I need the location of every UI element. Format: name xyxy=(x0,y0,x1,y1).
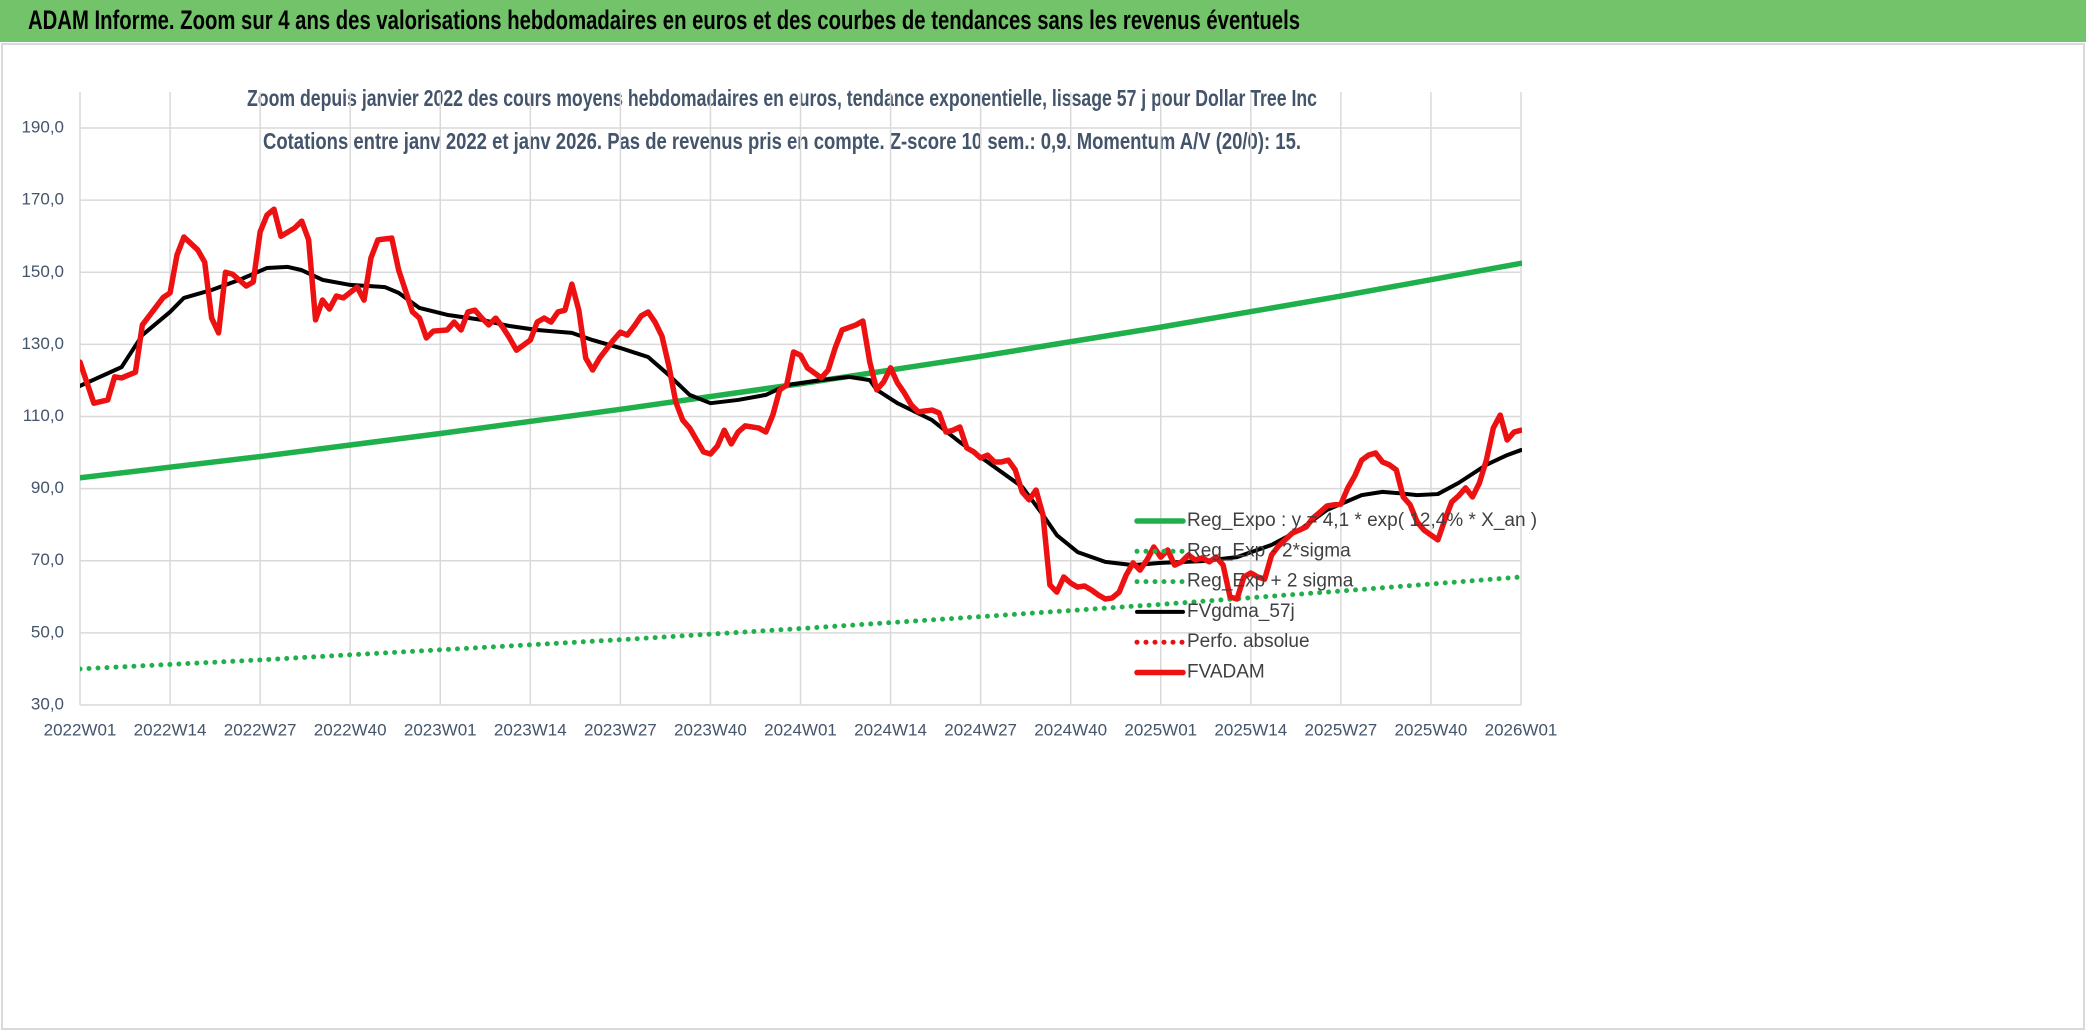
y-tick-label: 190,0 xyxy=(21,118,64,137)
x-tick-label: 2024W40 xyxy=(1034,720,1107,739)
x-tick-label: 2022W27 xyxy=(224,720,297,739)
legend-label: FVADAM xyxy=(1187,662,1265,683)
series-line xyxy=(80,206,1522,602)
grid: 30,0 50,0 70,0 90,0 110,0 130,0 150,0 170,0 190,… xyxy=(21,92,1557,739)
x-tick-label: 2024W14 xyxy=(854,720,927,739)
x-tick-label: 2023W14 xyxy=(494,720,567,739)
x-tick-label: 2025W27 xyxy=(1304,720,1377,739)
legend-label: Reg_Exp + 2 sigma xyxy=(1187,571,1354,592)
chart-title: Zoom depuis janvier 2022 des cours moyen… xyxy=(247,85,1317,111)
y-tick-label: 110,0 xyxy=(23,406,64,425)
x-tick-label: 2022W01 xyxy=(44,720,117,739)
y-tick-label: 50,0 xyxy=(31,622,64,641)
x-tick-label: 2023W27 xyxy=(584,720,657,739)
x-tick-label: 2026W01 xyxy=(1485,720,1558,739)
x-tick-label: 2022W14 xyxy=(134,720,207,739)
legend-label: FVgdma_57j xyxy=(1187,601,1295,622)
legend: Reg_Expo : y = 4,1 * exp( 12,4% * X_an )… xyxy=(1134,510,1537,683)
x-tick-label: 2025W40 xyxy=(1395,720,1468,739)
x-tick-label: 2025W01 xyxy=(1124,720,1197,739)
x-tick-label: 2022W40 xyxy=(314,720,387,739)
y-tick-label: 150,0 xyxy=(21,262,64,281)
x-tick-label: 2025W14 xyxy=(1214,720,1287,739)
legend-label: Reg_Exp - 2*sigma xyxy=(1187,540,1351,561)
chart-subtitle: Cotations entre janv 2022 et janv 2026. … xyxy=(263,128,1301,154)
x-tick-label: 2024W27 xyxy=(944,720,1017,739)
x-tick-label: 2024W01 xyxy=(764,720,837,739)
series-line xyxy=(80,574,1522,672)
y-tick-label: 70,0 xyxy=(31,550,64,569)
x-tick-label: 2023W40 xyxy=(674,720,747,739)
y-tick-label: 170,0 xyxy=(21,190,64,209)
header-bar xyxy=(0,0,2086,42)
y-tick-label: 90,0 xyxy=(31,478,64,497)
header-title: ADAM Informe. Zoom sur 4 ans des valoris… xyxy=(28,5,1300,35)
x-tick-label: 2023W01 xyxy=(404,720,477,739)
y-tick-label: 130,0 xyxy=(21,334,64,353)
y-tick-label: 30,0 xyxy=(31,694,64,713)
plot-area xyxy=(80,206,1522,672)
legend-label: Reg_Expo : y = 4,1 * exp( 12,4% * X_an ) xyxy=(1187,510,1537,531)
legend-label: Perfo. absolue xyxy=(1187,631,1310,652)
